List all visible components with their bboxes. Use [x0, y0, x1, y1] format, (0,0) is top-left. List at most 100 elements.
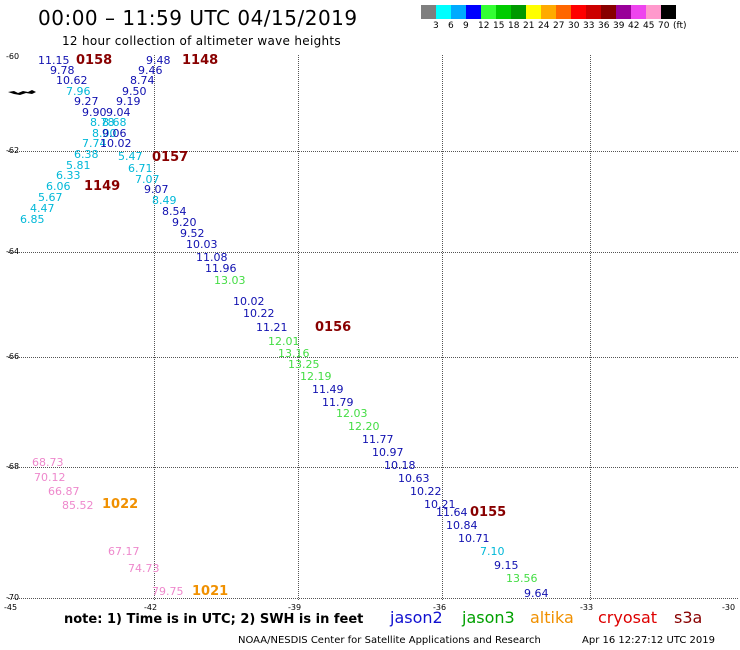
- swh-value: 10.22: [410, 485, 442, 498]
- swh-value: 9.15: [494, 559, 519, 572]
- swh-value: 7.10: [480, 545, 505, 558]
- pass-time-label: 1022: [102, 497, 139, 512]
- swh-value: 11.08: [196, 251, 228, 264]
- swh-value: 9.64: [524, 587, 549, 600]
- swh-value: 11.15: [38, 54, 70, 67]
- swh-value: 5.67: [38, 191, 63, 204]
- swh-value: 68.73: [32, 456, 64, 469]
- swh-value: 9.52: [180, 227, 205, 240]
- swh-value: 9.50: [122, 85, 147, 98]
- swh-value: 11.77: [362, 433, 394, 446]
- color-scale-bar: [421, 5, 676, 19]
- grid-line-lon: [442, 55, 443, 600]
- scale-label: 39: [613, 21, 625, 31]
- swh-value: 10.84: [446, 519, 478, 532]
- lon-label: -30: [722, 603, 736, 612]
- swh-value: 9.19: [116, 95, 141, 108]
- swh-value: 10.02: [233, 295, 265, 308]
- map-subtitle: 12 hour collection of altimeter wave hei…: [62, 34, 341, 48]
- pass-time-label: 0157: [152, 150, 189, 165]
- scale-label: 27: [553, 21, 565, 31]
- swh-value: 13.56: [506, 572, 538, 585]
- swh-value: 9.48: [146, 54, 171, 67]
- swh-value: 9.04: [106, 106, 131, 119]
- swh-value: 12.01: [268, 335, 300, 348]
- swh-value: 13.03: [214, 274, 246, 287]
- legend-jason3: jason3: [462, 608, 515, 627]
- grid-line-lon: [298, 55, 299, 600]
- swh-value: 5.81: [66, 159, 91, 172]
- scale-swatch: [601, 5, 616, 19]
- grid-line-lat: [8, 357, 738, 358]
- grid-line-lat: [8, 598, 738, 599]
- swh-value: 10.63: [398, 472, 430, 485]
- scale-label: (ft): [673, 21, 687, 31]
- grid-line-lon: [154, 55, 155, 600]
- scale-swatch: [556, 5, 571, 19]
- scale-swatch: [646, 5, 661, 19]
- legend-s3a: s3a: [674, 608, 703, 627]
- swh-value: 10.02: [100, 137, 132, 150]
- swh-value: 10.62: [56, 74, 88, 87]
- map-title: 00:00 – 11:59 UTC 04/15/2019: [38, 6, 358, 30]
- scale-swatch: [436, 5, 451, 19]
- scale-label: 36: [598, 21, 610, 31]
- swh-value: 11.21: [256, 321, 288, 334]
- swh-value: 9.90: [82, 106, 107, 119]
- scale-swatch: [541, 5, 556, 19]
- swh-value: 12.19: [300, 370, 332, 383]
- scale-swatch: [526, 5, 541, 19]
- swh-value: 6.85: [20, 213, 45, 226]
- swh-value: 9.06: [102, 127, 127, 140]
- lon-label: -39: [288, 603, 302, 612]
- scale-label: 24: [538, 21, 550, 31]
- grid-line-lat: [8, 252, 738, 253]
- swh-value: 8.00: [92, 127, 117, 140]
- swh-value: 13.16: [278, 347, 310, 360]
- swh-value: 10.71: [458, 532, 490, 545]
- lat-label: -60: [6, 52, 20, 61]
- swh-value: 6.06: [46, 180, 71, 193]
- pass-time-label: 1149: [84, 179, 121, 194]
- lat-label: -64: [6, 247, 20, 256]
- scale-swatch: [496, 5, 511, 19]
- swh-value: 8.74: [130, 74, 155, 87]
- credit-agency: NOAA/NESDIS Center for Satellite Applica…: [238, 635, 541, 646]
- scale-label: 45: [643, 21, 655, 31]
- swh-value: 7.07: [135, 173, 160, 186]
- pass-time-label: 0156: [315, 320, 352, 335]
- swh-value: 8.78: [90, 116, 115, 129]
- scale-label: 12: [478, 21, 490, 31]
- swh-value: 10.21: [424, 498, 456, 511]
- scale-label: 18: [508, 21, 520, 31]
- color-scale-labels: 3 6 9 12 15 18 21 24 27 30 33 36 39 42 45 70 (ft): [421, 21, 740, 35]
- scale-swatch: [451, 5, 466, 19]
- pass-time-label: 0158: [76, 53, 113, 68]
- scale-swatch: [466, 5, 481, 19]
- pass-time-label: 1148: [182, 53, 219, 68]
- scale-label: 21: [523, 21, 535, 31]
- scale-swatch: [631, 5, 646, 19]
- swh-value: 79.75: [152, 585, 184, 598]
- swh-value: 11.96: [205, 262, 237, 275]
- scale-swatch: [421, 5, 436, 19]
- lon-label: -42: [144, 603, 158, 612]
- lat-label: -66: [6, 352, 20, 361]
- swh-value: 85.52: [62, 499, 94, 512]
- pass-time-label: 1021: [192, 584, 229, 599]
- swh-value: 66.87: [48, 485, 80, 498]
- lon-label: -45: [4, 603, 18, 612]
- grid-line-lat: [8, 467, 738, 468]
- scale-swatch: [511, 5, 526, 19]
- swh-value: 5.47: [118, 150, 143, 163]
- swh-value: 11.64: [436, 506, 468, 519]
- scale-label: 6: [448, 21, 454, 31]
- swh-value: 8.68: [102, 116, 127, 129]
- pass-time-label: 0155: [470, 505, 507, 520]
- scale-label: 15: [493, 21, 505, 31]
- swh-value: 12.20: [348, 420, 380, 433]
- scale-swatch: [616, 5, 631, 19]
- coastline-island: [8, 90, 36, 95]
- swh-value: 13.25: [288, 358, 320, 371]
